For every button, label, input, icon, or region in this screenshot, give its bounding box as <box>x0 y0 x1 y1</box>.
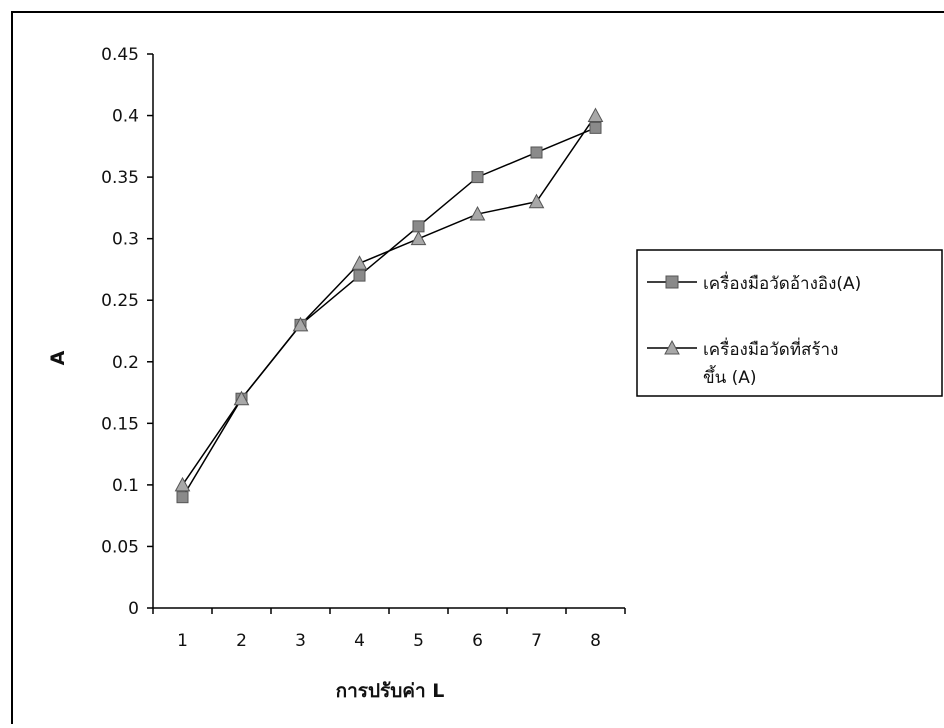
series-line-2 <box>181 115 597 486</box>
square-data-point <box>176 491 189 504</box>
y-tick-label: 0.35 <box>101 168 139 188</box>
y-tick-label: 0.05 <box>101 537 139 557</box>
triangle-data-point <box>351 255 368 270</box>
triangle-data-point <box>587 107 604 123</box>
y-tick-label: 0 <box>128 599 139 619</box>
square-data-point <box>353 269 366 282</box>
legend-label-reference: เครื่องมือวัดอ้างอิง(A) <box>703 271 861 294</box>
y-tick-label: 0.4 <box>112 107 139 127</box>
legend-label-built-line2: ขึ้น (A) <box>703 365 757 388</box>
legend-square-marker <box>665 275 679 289</box>
legend-box <box>636 249 943 397</box>
axes: 0 0.05 0.1 0.15 0.2 0.25 0.3 0.35 0.4 0.45 1 2 3 4 5 6 7… <box>101 45 626 651</box>
square-data-point <box>530 146 543 159</box>
y-tick-label: 0.3 <box>112 230 139 250</box>
triangle-data-point <box>292 316 309 332</box>
triangle-data-point <box>233 390 250 406</box>
y-tick-label: 0.45 <box>101 45 139 65</box>
legend-item-built: เครื่องมือวัดที่สร้าง ขึ้น (A) <box>647 337 838 388</box>
x-tick-label: 3 <box>295 631 306 651</box>
square-data-point <box>412 220 425 233</box>
triangle-data-point <box>174 476 191 492</box>
legend: เครื่องมือวัดอ้างอิง(A) เครื่องมือวัดที่… <box>636 249 943 397</box>
x-tick-label: 4 <box>354 631 365 651</box>
y-tick-label: 0.25 <box>101 291 139 311</box>
legend-item-reference: เครื่องมือวัดอ้างอิง(A) <box>647 271 861 294</box>
y-tick-label: 0.1 <box>112 476 139 496</box>
x-tick-label: 5 <box>413 631 424 651</box>
square-data-point <box>589 121 602 134</box>
x-tick-label: 8 <box>590 631 601 651</box>
y-axis-title: A <box>47 350 69 365</box>
x-axis-title: การปรับค่า L <box>336 680 445 702</box>
x-tick-label: 1 <box>177 631 188 651</box>
x-tick-label: 7 <box>531 631 542 651</box>
x-tick-label: 6 <box>472 631 483 651</box>
triangle-data-point <box>469 205 486 221</box>
x-tick-label: 2 <box>236 631 247 651</box>
series-layer <box>174 107 604 504</box>
legend-label-built-line1: เครื่องมือวัดที่สร้าง <box>703 337 838 360</box>
triangle-data-point <box>410 230 427 246</box>
legend-triangle-marker <box>664 339 680 355</box>
y-tick-label: 0.15 <box>101 414 139 434</box>
y-tick-label: 0.2 <box>112 353 139 373</box>
triangle-data-point <box>528 193 545 209</box>
square-data-point <box>471 171 484 184</box>
